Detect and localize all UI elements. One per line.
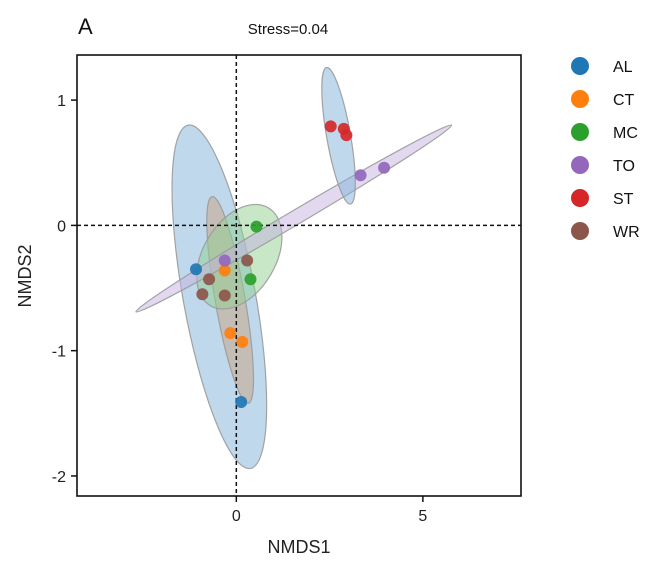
point-ct — [236, 335, 249, 348]
legend-label: WR — [613, 224, 640, 241]
legend-label: CT — [613, 92, 635, 109]
legend-label: AL — [613, 59, 633, 76]
legend-marker — [571, 156, 589, 174]
y-tick-label: 0 — [57, 218, 66, 235]
point-wr — [196, 288, 209, 301]
point-to — [354, 169, 367, 182]
point-ct — [218, 264, 231, 277]
y-axis-title: NMDS2 — [15, 244, 35, 307]
legend-marker — [571, 57, 589, 75]
legend-item-al: AL — [571, 57, 633, 76]
ellipse-st — [321, 66, 356, 205]
point-to — [378, 161, 391, 174]
point-st — [324, 120, 337, 133]
panel-label: A — [78, 14, 93, 39]
legend-item-mc: MC — [571, 123, 638, 142]
legend-item-ct: CT — [571, 90, 635, 109]
x-axis-title: NMDS1 — [267, 537, 330, 557]
legend-marker — [571, 123, 589, 141]
point-wr — [218, 289, 231, 302]
legend-item-wr: WR — [571, 222, 640, 241]
y-axis-ticks: 1 0 -1 -2 — [52, 93, 77, 486]
x-tick-label: 5 — [418, 508, 427, 525]
legend-marker — [571, 222, 589, 240]
point-al — [235, 396, 248, 409]
ellipse-to — [135, 124, 453, 313]
y-tick-label: -1 — [52, 344, 66, 361]
reference-lines — [77, 55, 521, 496]
x-tick-label: 0 — [232, 508, 241, 525]
y-tick-label: -2 — [52, 469, 66, 486]
legend-item-to: TO — [571, 156, 635, 175]
point-ct — [224, 327, 237, 340]
legend: AL CT MC TO ST WR — [571, 57, 640, 241]
legend-marker — [571, 90, 589, 108]
plot-frame — [76, 54, 522, 497]
legend-marker — [571, 189, 589, 207]
point-mc — [244, 273, 257, 286]
stress-title: Stress=0.04 — [248, 21, 328, 38]
point-to — [218, 254, 231, 267]
legend-label: MC — [613, 125, 638, 142]
confidence-ellipses — [135, 66, 453, 470]
point-al — [190, 263, 203, 276]
legend-item-st: ST — [571, 189, 634, 208]
point-mc — [250, 220, 263, 233]
legend-label: TO — [613, 158, 635, 175]
point-wr — [203, 273, 216, 286]
legend-label: ST — [613, 191, 634, 208]
y-tick-label: 1 — [57, 93, 66, 110]
data-points — [190, 120, 391, 409]
point-wr — [241, 254, 254, 267]
point-st — [340, 129, 353, 142]
